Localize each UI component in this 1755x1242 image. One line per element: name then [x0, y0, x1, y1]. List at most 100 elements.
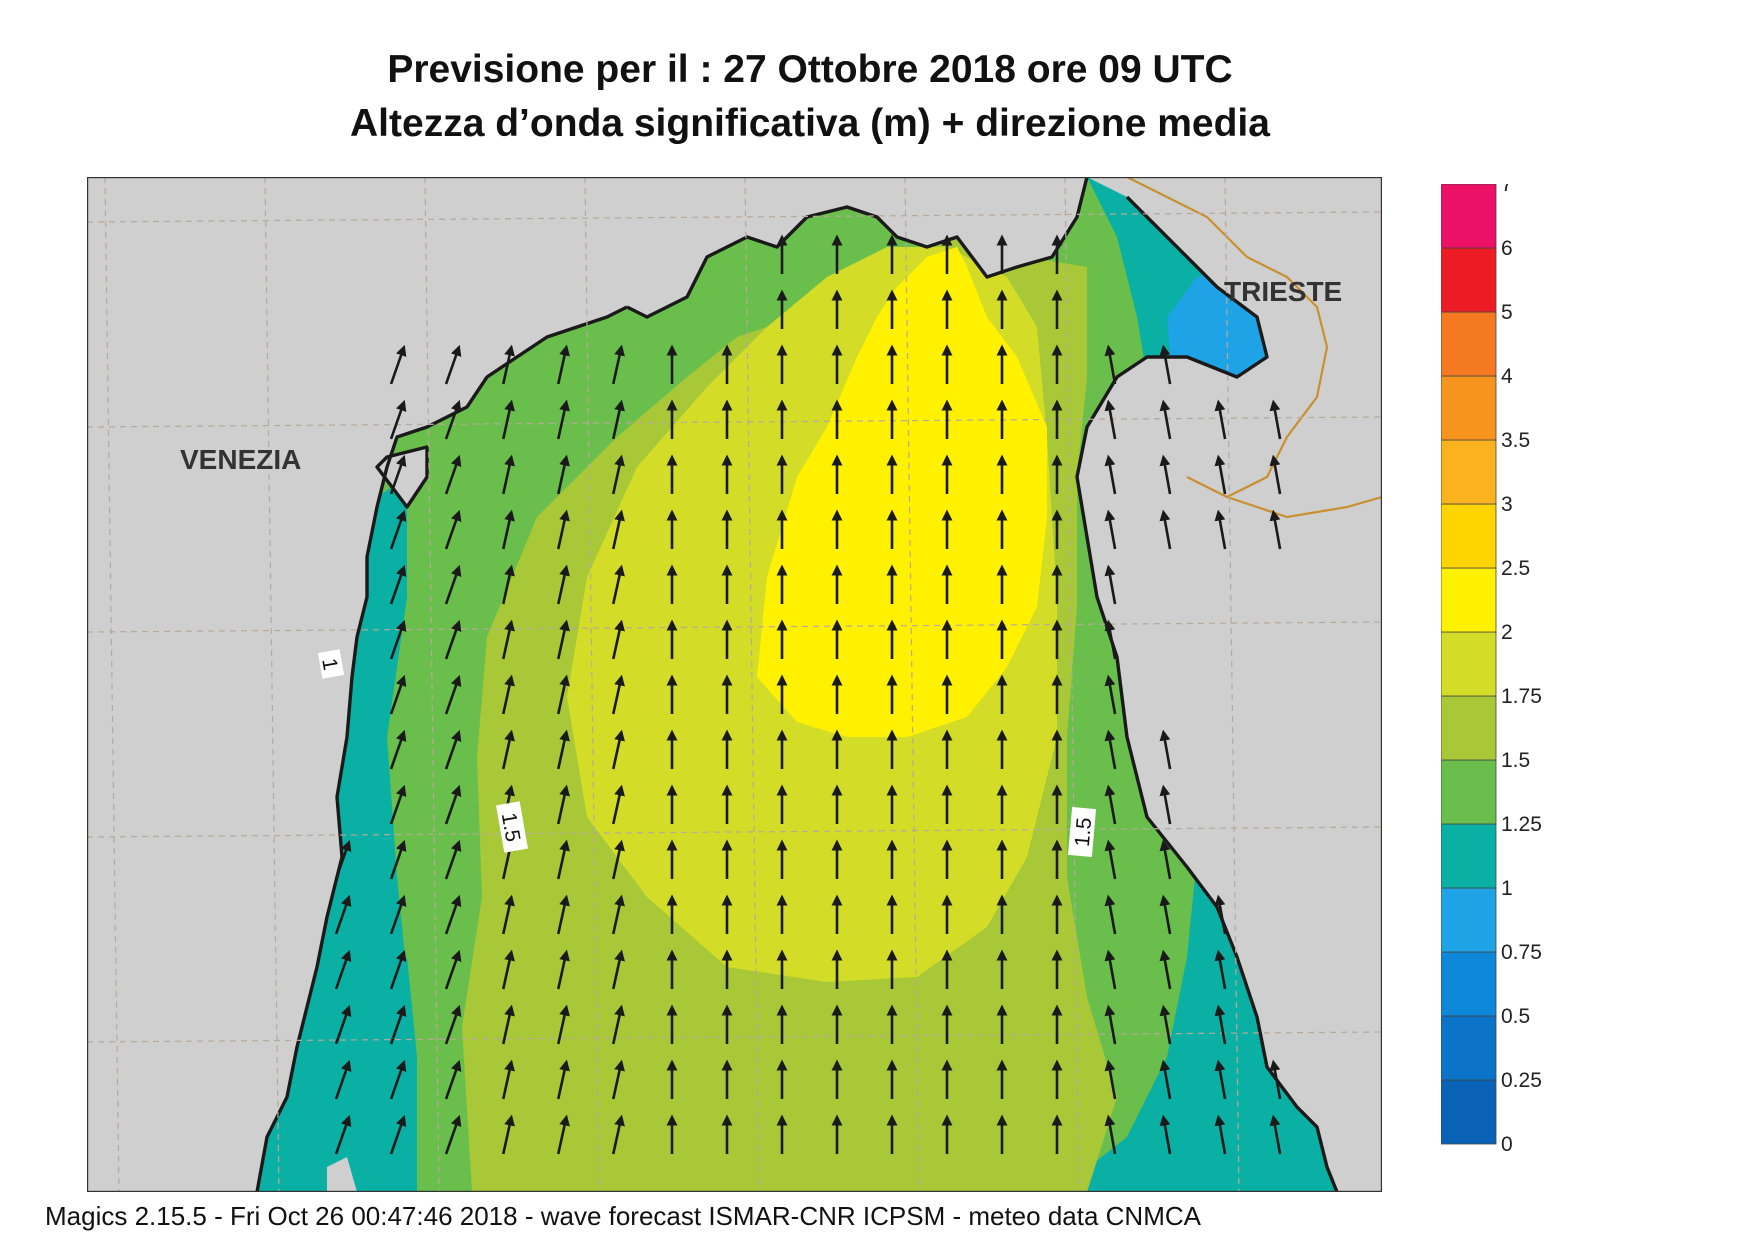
- wave-arrow: [444, 1059, 462, 1100]
- wave-arrow: [556, 344, 570, 385]
- wave-direction-arrows: [334, 234, 1282, 1155]
- wave-arrow: [1104, 1059, 1117, 1100]
- wave-arrow: [611, 839, 625, 880]
- wave-arrow: [611, 1114, 625, 1155]
- wave-arrow: [611, 619, 625, 660]
- graticule-meridian: [264, 177, 280, 1192]
- wave-arrow: [389, 399, 407, 440]
- wave-arrow: [556, 399, 570, 440]
- wave-arrow: [501, 344, 515, 385]
- wave-arrow: [1159, 894, 1172, 935]
- wave-arrow: [389, 1114, 407, 1155]
- wave-arrow: [334, 1059, 352, 1100]
- colorbar-label-1: 1: [1501, 877, 1513, 900]
- wave-arrow: [1104, 564, 1117, 605]
- coast-east: [1075, 195, 1339, 1192]
- colorbar-label-4: 4: [1501, 365, 1513, 388]
- svg-text:1.5: 1.5: [497, 811, 525, 844]
- wave-arrow: [1104, 454, 1117, 495]
- wave-arrow: [1104, 894, 1117, 935]
- coast-north: [626, 177, 1089, 319]
- wave-arrow: [389, 729, 407, 770]
- wave-arrow: [389, 839, 407, 880]
- graticule-meridian: [904, 177, 920, 1192]
- contour-label-1: 1: [317, 649, 345, 679]
- wave-arrow: [501, 1004, 515, 1045]
- colorbar-label-1.75: 1.75: [1501, 685, 1542, 708]
- colorbar-swatch-3.5: [1441, 375, 1497, 441]
- contour-label-1.5-right: 1.5: [1067, 807, 1096, 857]
- map-frame: [87, 177, 1382, 1192]
- land-north: [627, 177, 1087, 317]
- wave-arrow: [389, 1059, 407, 1100]
- land-east: [1077, 177, 1382, 1192]
- footer-credits: Magics 2.15.5 - Fri Oct 26 00:47:46 2018…: [45, 1201, 1201, 1231]
- colorbar-swatch-3: [1441, 439, 1497, 505]
- graticule-parallel: [87, 621, 1382, 633]
- wave-arrow: [444, 674, 462, 715]
- contour-label-1.5-left: 1.5: [496, 801, 528, 853]
- land-south-island: [327, 1157, 357, 1192]
- chart-subtitle: Altezza d’onda significativa (m) + direz…: [350, 102, 1270, 145]
- wave-arrow: [611, 344, 625, 385]
- graticule-meridian: [744, 177, 760, 1192]
- land-west: [87, 177, 627, 1192]
- wave-arrow: [444, 949, 462, 990]
- wave-arrow: [556, 619, 570, 660]
- label-trieste: TRIESTE: [1224, 276, 1342, 307]
- colorbar-label-5: 5: [1501, 301, 1513, 324]
- wave-arrow: [444, 894, 462, 935]
- colorbar-swatch-2.5: [1441, 503, 1497, 569]
- wave-height-map: 1 1.5 1.5 VENEZIA TRIESTE: [87, 177, 1382, 1192]
- wave-arrow: [444, 784, 462, 825]
- wave-arrow: [1214, 454, 1227, 495]
- colorbar-swatch-1.25: [1441, 759, 1497, 825]
- wave-arrow: [389, 784, 407, 825]
- wave-arrow: [1214, 509, 1227, 550]
- wave-arrow: [1214, 949, 1227, 990]
- wave-arrow: [1159, 729, 1172, 770]
- wave-arrow: [1104, 619, 1117, 660]
- wave-arrow: [444, 454, 462, 495]
- wave-arrow: [444, 1004, 462, 1045]
- wave-arrow: [1104, 344, 1117, 385]
- wave-arrow: [1104, 839, 1117, 880]
- wave-arrow: [389, 344, 407, 385]
- colorbar-label-0.75: 0.75: [1501, 941, 1542, 964]
- graticule-meridian: [1064, 177, 1080, 1192]
- graticule-meridian: [424, 177, 440, 1192]
- chart-title: Previsione per il : 27 Ottobre 2018 ore …: [387, 48, 1233, 91]
- wave-arrow: [501, 509, 515, 550]
- wave-arrow: [501, 1114, 515, 1155]
- colorbar-swatch-2: [1441, 567, 1497, 633]
- colorbar-label-1.25: 1.25: [1501, 813, 1542, 836]
- wave-arrow: [1159, 784, 1172, 825]
- colorbar-label-7: 7: [1501, 184, 1513, 196]
- colorbar-swatch-1.5: [1441, 695, 1497, 761]
- wave-arrow: [389, 674, 407, 715]
- wave-arrow: [1269, 399, 1282, 440]
- colorbar-swatch-5: [1441, 247, 1497, 313]
- wave-arrow: [334, 1114, 352, 1155]
- colorbar-label-0.25: 0.25: [1501, 1069, 1542, 1092]
- wave-arrow: [334, 839, 352, 880]
- wave-arrow: [444, 564, 462, 605]
- wave-arrow: [611, 564, 625, 605]
- wave-arrow: [556, 949, 570, 990]
- wave-arrow: [501, 619, 515, 660]
- wave-arrow: [389, 454, 407, 495]
- band-2-2.5-core: [757, 247, 1047, 737]
- wave-arrow: [556, 1059, 570, 1100]
- svg-text:1.5: 1.5: [1071, 817, 1096, 848]
- wave-arrow: [1159, 949, 1172, 990]
- wave-arrow: [501, 894, 515, 935]
- wave-arrow: [389, 509, 407, 550]
- wave-arrow: [611, 729, 625, 770]
- wave-arrow: [389, 949, 407, 990]
- wave-arrow: [611, 454, 625, 495]
- wave-arrow: [1214, 1114, 1227, 1155]
- wave-arrow: [611, 1004, 625, 1045]
- wave-arrow: [334, 949, 352, 990]
- wave-arrow: [1159, 454, 1172, 495]
- wave-arrow: [611, 949, 625, 990]
